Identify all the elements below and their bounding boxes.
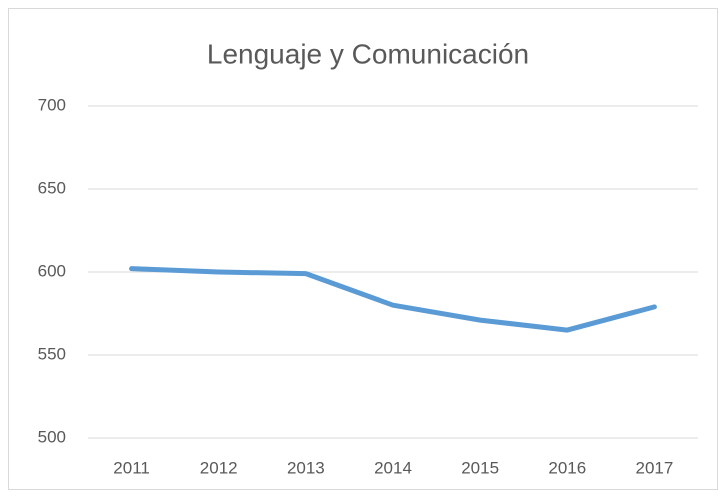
y-tick-label: 650 — [38, 178, 66, 197]
data-line — [129, 266, 657, 333]
x-tick-label: 2011 — [113, 458, 150, 477]
chart-frame — [8, 8, 718, 490]
y-tick-label: 700 — [38, 95, 66, 114]
y-tick-label: 500 — [38, 427, 66, 446]
y-tick-label: 550 — [38, 344, 66, 363]
chart-title: Lenguaje y Comunicación — [207, 38, 529, 69]
x-tick-label: 2017 — [636, 458, 674, 477]
x-tick-label: 2014 — [374, 458, 412, 477]
x-tick-label: 2016 — [548, 458, 586, 477]
x-tick-label: 2013 — [287, 458, 325, 477]
x-tick-label: 2015 — [461, 458, 499, 477]
y-tick-label: 600 — [38, 261, 66, 280]
x-tick-label: 2012 — [200, 458, 238, 477]
